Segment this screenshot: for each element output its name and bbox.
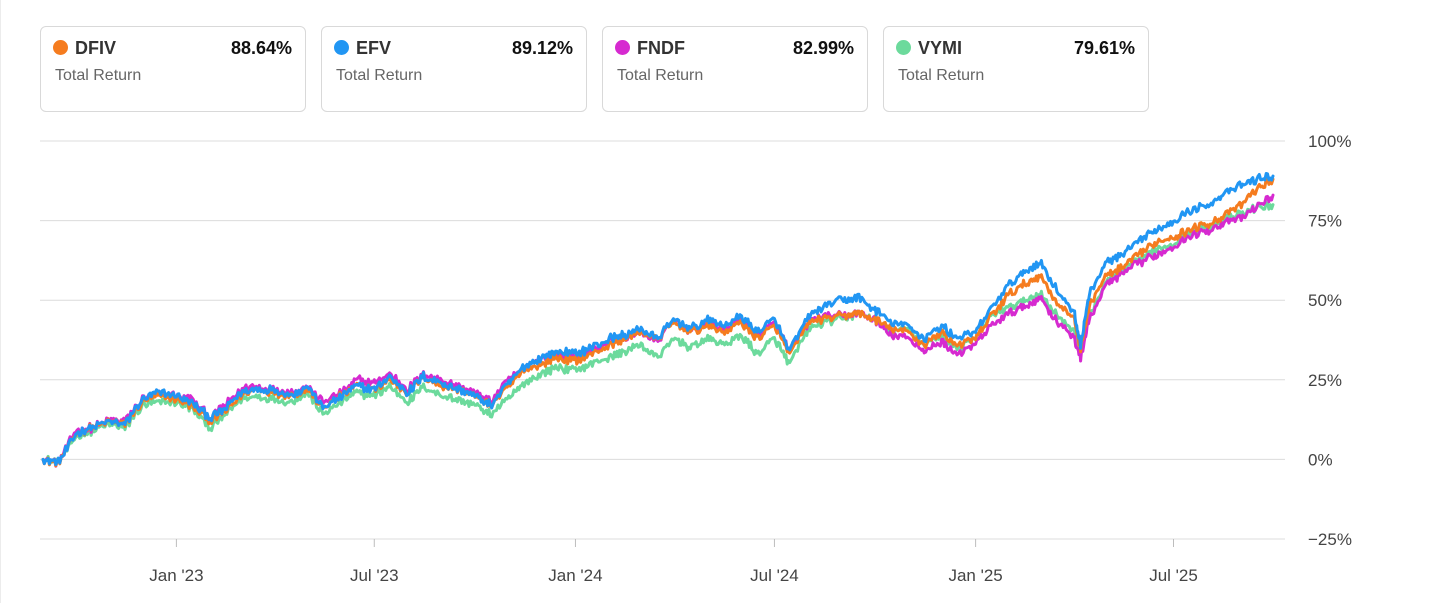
legend-ticker: DFIV (75, 38, 117, 58)
legend-ticker: EFV (356, 38, 392, 58)
legend-ticker: FNDF (637, 38, 685, 58)
x-tick-label: Jul '24 (750, 566, 799, 585)
x-tick-label: Jul '25 (1149, 566, 1198, 585)
legend-card-vymi[interactable]: VYMI 79.61% Total Return (883, 26, 1149, 112)
y-tick-label: −25% (1308, 530, 1352, 549)
series-line-efv[interactable] (41, 172, 1275, 467)
left-edge-rule (0, 0, 1, 603)
dfiv-dot-icon (53, 40, 68, 55)
fndf-dot-icon (615, 40, 630, 55)
legend-card-dfiv[interactable]: DFIV 88.64% Total Return (40, 26, 306, 112)
legend-value: 89.12% (511, 38, 573, 58)
legend-card-efv[interactable]: EFV 89.12% Total Return (321, 26, 587, 112)
x-tick-label: Jan '25 (948, 566, 1002, 585)
y-tick-label: 0% (1308, 450, 1333, 469)
legend-value: 82.99% (792, 38, 854, 58)
y-tick-label: 50% (1308, 291, 1342, 310)
legend-card-fndf[interactable]: FNDF 82.99% Total Return (602, 26, 868, 112)
x-tick-label: Jul '23 (350, 566, 399, 585)
legend-subtitle: Total Return (617, 67, 704, 84)
series-line-fndf[interactable] (41, 193, 1275, 468)
efv-dot-icon (334, 40, 349, 55)
legend: DFIV 88.64% Total Return EFV 89.12% Tota… (40, 26, 1164, 112)
vymi-dot-icon (896, 40, 911, 55)
y-tick-label: 75% (1308, 212, 1342, 231)
y-tick-label: 100% (1308, 132, 1351, 151)
legend-subtitle: Total Return (898, 67, 985, 84)
legend-ticker: VYMI (918, 38, 963, 58)
legend-value: 79.61% (1073, 38, 1135, 58)
legend-value: 88.64% (230, 38, 292, 58)
y-tick-label: 25% (1308, 371, 1342, 390)
x-tick-label: Jan '23 (149, 566, 203, 585)
legend-subtitle: Total Return (336, 67, 423, 84)
x-tick-label: Jan '24 (548, 566, 602, 585)
series-line-vymi[interactable] (41, 201, 1275, 467)
legend-subtitle: Total Return (55, 67, 142, 84)
